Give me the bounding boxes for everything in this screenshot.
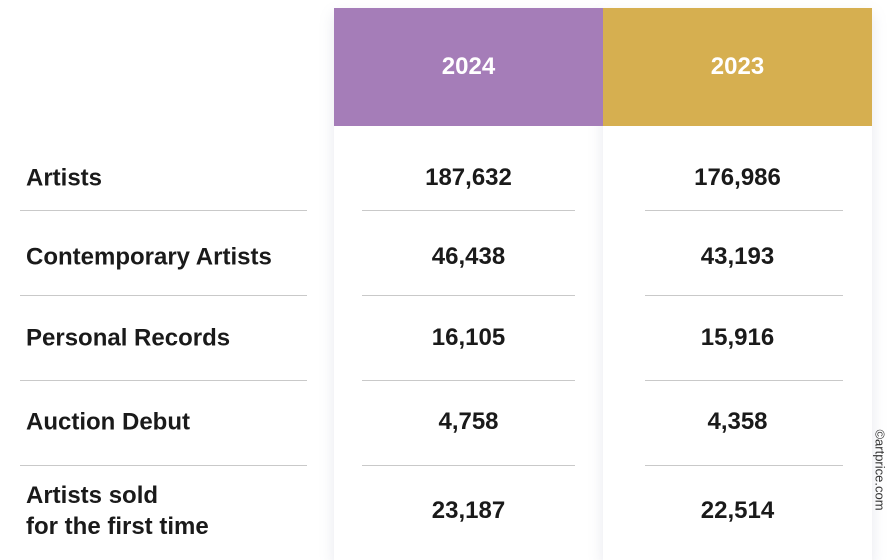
row-label: Artists sold for the first time	[26, 482, 209, 540]
cell-value: 4,758	[438, 408, 499, 435]
cell-value: 15,916	[700, 324, 775, 351]
row-divider	[362, 465, 575, 466]
row-label: Artists	[26, 164, 103, 192]
row-divider	[20, 465, 307, 466]
row-divider	[645, 380, 843, 381]
cell-value: 43,193	[700, 243, 775, 270]
row-divider	[645, 210, 843, 211]
row-divider	[362, 380, 575, 381]
column-header: 2024	[334, 8, 603, 126]
watermark: ©artprice.com	[872, 429, 888, 511]
row-label: Personal Records	[26, 324, 231, 352]
cell-value: 4,358	[707, 408, 768, 435]
column-header: 2023	[603, 8, 872, 126]
cell-value: 46,438	[431, 243, 506, 270]
cell-value: 16,105	[431, 324, 506, 351]
row-label: Contemporary Artists	[26, 243, 272, 271]
cell-value: 23,187	[431, 497, 506, 524]
row-divider	[645, 465, 843, 466]
row-divider	[645, 295, 843, 296]
cell-value: 22,514	[700, 497, 775, 524]
row-divider	[362, 295, 575, 296]
row-divider	[20, 210, 307, 211]
cell-value: 187,632	[425, 164, 512, 191]
row-divider	[20, 295, 307, 296]
row-label: Auction Debut	[26, 408, 190, 436]
row-divider	[20, 380, 307, 381]
cell-value: 176,986	[694, 164, 781, 191]
row-divider	[362, 210, 575, 211]
